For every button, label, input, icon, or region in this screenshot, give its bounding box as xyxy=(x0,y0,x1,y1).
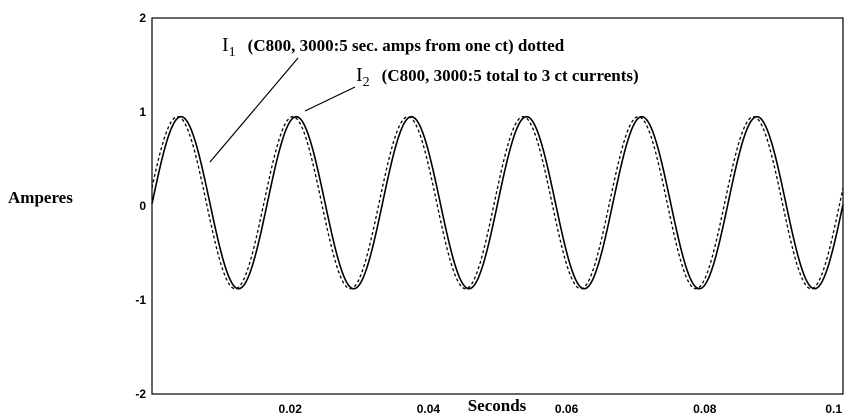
y-tick-label: -1 xyxy=(135,293,146,307)
annotation-leader-i2 xyxy=(304,86,356,112)
series-layer xyxy=(151,115,844,290)
y-tick-label: 0 xyxy=(139,199,146,213)
x-tick-label: 0.06 xyxy=(555,402,579,415)
x-tick-label: 0.02 xyxy=(279,402,303,415)
series-line-i1 xyxy=(151,116,844,290)
annotation-i1-text: (C800, 3000:5 sec. amps from one ct) dot… xyxy=(248,36,565,55)
y-tick-label: 1 xyxy=(139,105,146,119)
annotation-i1: I1 (C800, 3000:5 sec. amps from one ct) d… xyxy=(222,34,565,60)
y-axis-label: Amperes xyxy=(8,188,73,207)
y-tick-labels: 2 1 0 -1 -2 xyxy=(135,11,146,401)
x-tick-label: 0.1 xyxy=(825,402,842,415)
x-tick-labels: 0.02 0.04 0.06 0.08 0.1 xyxy=(279,402,843,415)
annotation-i2-symbol: I xyxy=(356,64,363,86)
y-tick-label: 2 xyxy=(139,11,146,25)
x-tick-label: 0.04 xyxy=(417,402,441,415)
annotation-leader-i1 xyxy=(209,57,299,163)
annotation-i2-subscript: 2 xyxy=(363,75,370,90)
annotation-i2-text: (C800, 3000:5 total to 3 ct currents) xyxy=(382,66,639,85)
annotation-i1-symbol: I xyxy=(222,34,229,56)
x-axis-label: Seconds xyxy=(468,396,527,415)
annotation-i1-subscript: 1 xyxy=(229,45,236,60)
x-tick-label: 0.08 xyxy=(693,402,717,415)
y-tick-label: -2 xyxy=(135,387,146,401)
series-line-i2 xyxy=(151,115,844,290)
annotation-i2: I2 (C800, 3000:5 total to 3 ct currents) xyxy=(356,64,639,90)
